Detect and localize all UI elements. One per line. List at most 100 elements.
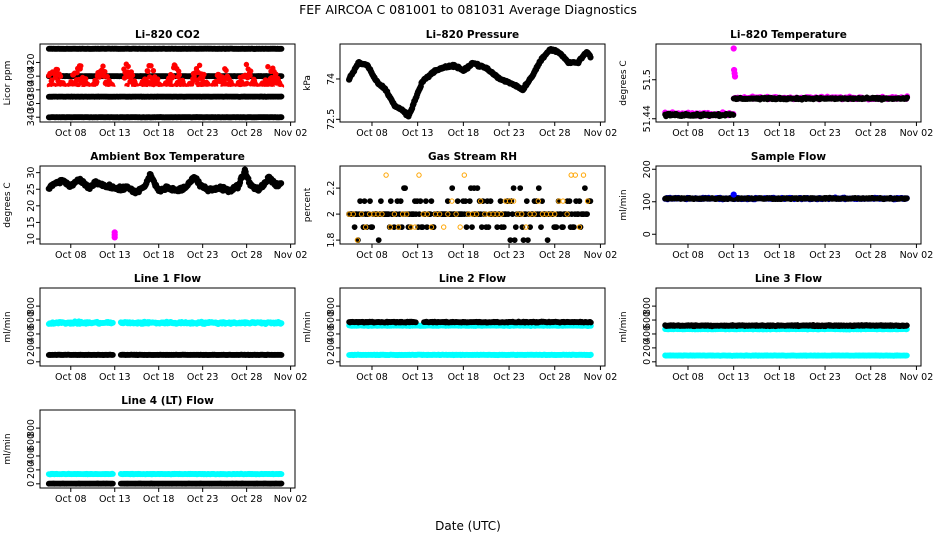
data-point (391, 211, 398, 217)
plot-frame (39, 43, 296, 123)
plot-frame (655, 43, 922, 123)
data-point (278, 320, 285, 327)
y-tick-label: 74 (326, 73, 337, 85)
series-marks (662, 191, 910, 203)
data-point (404, 211, 410, 217)
data-point (511, 237, 518, 243)
x-tick-label: Oct 18 (143, 372, 175, 383)
x-tick-label: Oct 18 (143, 250, 175, 261)
data-point (474, 185, 481, 191)
x-tick-label: Oct 18 (143, 128, 175, 139)
data-point (580, 172, 587, 178)
data-point (422, 198, 429, 204)
y-axis-label: kPa (303, 75, 313, 91)
y-tick-label: 2.2 (326, 181, 337, 196)
data-point (100, 63, 106, 69)
data-point (510, 185, 517, 191)
series-4 (730, 94, 911, 103)
data-point (417, 198, 424, 204)
x-tick-label: Oct 08 (55, 250, 87, 261)
series-marks (662, 45, 911, 120)
data-point (243, 61, 250, 68)
data-point (387, 198, 394, 204)
data-point (904, 94, 911, 101)
data-point (454, 198, 461, 204)
x-tick-label: Oct 08 (672, 250, 704, 261)
data-point (731, 73, 739, 80)
data-point (904, 195, 910, 202)
data-point (402, 185, 408, 191)
data-point (244, 80, 250, 87)
series-2 (662, 194, 910, 203)
x-tick-label: Oct 28 (539, 250, 571, 261)
data-point (512, 224, 519, 230)
series-5 (730, 45, 739, 80)
data-point (478, 198, 484, 204)
data-point (552, 211, 558, 217)
x-tick-label: Oct 28 (231, 128, 263, 139)
y-tick-label: 25 (26, 183, 37, 195)
x-tick-label: Oct 28 (539, 128, 571, 139)
data-point (102, 68, 108, 75)
data-point (248, 68, 254, 74)
data-point (387, 224, 393, 230)
y-tick-label: 380 (26, 81, 37, 99)
y-tick-label: 2 (326, 211, 337, 217)
data-point (196, 62, 203, 69)
data-point (395, 224, 402, 230)
panel-title: Gas Stream RH (428, 151, 517, 163)
data-point (145, 68, 151, 75)
data-point (201, 71, 207, 78)
data-point (485, 224, 492, 230)
data-point (449, 185, 456, 191)
x-tick-label: Oct 18 (764, 128, 796, 139)
panel-title: Li–820 Temperature (730, 29, 847, 41)
data-point (463, 224, 470, 230)
x-tick-label: Oct 08 (55, 372, 87, 383)
data-point (350, 211, 356, 217)
panel-title: Sample Flow (751, 151, 826, 163)
data-point (278, 93, 285, 100)
data-point (469, 224, 475, 230)
x-tick-label: Oct 13 (718, 128, 750, 139)
data-point (362, 224, 369, 230)
data-point (351, 224, 358, 230)
data-point (278, 114, 285, 121)
y-axis-label: percent (303, 187, 313, 222)
y-tick-label: 400 (26, 67, 37, 85)
data-point (377, 198, 384, 204)
plot-frame (339, 165, 606, 245)
data-point (525, 237, 531, 243)
series-6 (45, 86, 285, 94)
x-tick-label: Oct 23 (187, 128, 219, 139)
data-point (278, 86, 285, 93)
x-tick-label: Oct 13 (718, 250, 750, 261)
plot-frame (39, 165, 296, 245)
x-tick-label: Nov 02 (274, 128, 308, 139)
data-point (564, 211, 570, 217)
plot-frame (339, 43, 606, 123)
data-point (444, 198, 451, 204)
data-point (383, 172, 389, 178)
x-tick-label: Oct 23 (493, 128, 525, 139)
data-point (553, 224, 560, 230)
data-point (449, 198, 455, 204)
series-1 (346, 45, 594, 120)
data-point (582, 185, 588, 191)
data-point (379, 211, 385, 217)
data-point (82, 76, 89, 82)
data-point (129, 72, 136, 79)
series-2 (45, 166, 285, 197)
x-tick-label: Oct 18 (448, 128, 480, 139)
data-point (519, 211, 525, 217)
data-point (584, 211, 590, 217)
series-marks (45, 318, 285, 358)
series-marks (45, 166, 285, 241)
y-tick-label: 72.5 (326, 109, 337, 130)
y-axis-label: Licor ppm (3, 61, 13, 106)
x-tick-label: Oct 08 (55, 128, 87, 139)
